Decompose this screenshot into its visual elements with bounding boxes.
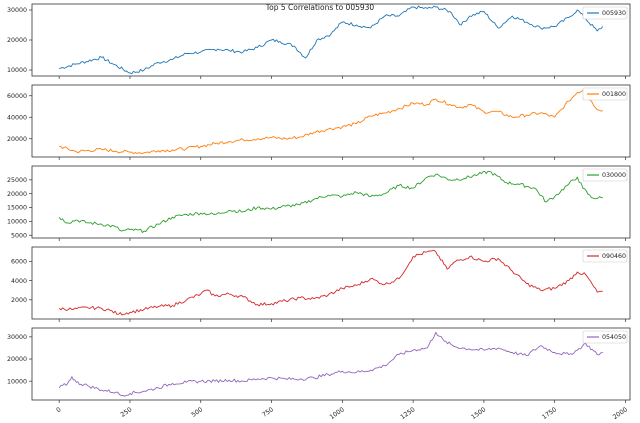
y-tick-label: 5000 [11,232,27,239]
series-line-054050 [58,331,603,397]
x-tick-label: 750 [261,406,275,419]
y-tick-label: 10000 [7,67,27,74]
legend: 030000 [582,168,628,182]
y-tick-label: 2000 [11,297,27,304]
y-tick-label: 30000 [7,334,27,341]
x-tick-label: 250 [120,406,134,419]
x-tick-label: 1000 [329,406,346,421]
y-tick-label: 25000 [7,177,27,184]
y-tick-label: 15000 [7,205,27,212]
series-line-030000 [58,170,603,233]
y-tick-label: 20000 [7,191,27,198]
legend-label: 030000 [602,172,626,179]
legend-label: 001800 [602,91,626,98]
legend: 090460 [582,249,628,263]
shared-x-axis: 0 250 500 750 1000 1250 1500 1750 2000 [55,406,629,421]
plot-frame [31,246,631,320]
y-tick-label: 20000 [7,37,27,44]
legend-box [582,168,628,182]
y-tick-label: 10000 [7,378,27,385]
plot-frame [31,165,631,239]
x-tick-label: 2000 [612,406,629,421]
y-tick-label: 20000 [7,136,27,143]
y-tick-label: 40000 [7,114,27,121]
x-tick-label: 1500 [470,406,487,421]
legend-label: 054050 [602,334,626,341]
legend-box [582,87,628,101]
subplot-5: 10000 20000 30000 054050 [7,327,631,403]
series-line-005930 [59,5,604,75]
subplot-4: 2000 4000 6000 090460 [11,246,631,322]
legend: 005930 [582,6,628,20]
figure-title: Top 5 Correlations to 005930 [265,3,375,12]
x-tick-label: 1750 [541,406,558,421]
subplot-1: 10000 20000 30000 005930 [7,3,631,79]
legend: 054050 [582,330,628,344]
series-line-090460 [58,249,603,316]
plot-frame [31,327,631,401]
legend-box [582,249,628,263]
plot-frame [31,84,631,158]
y-tick-label: 60000 [7,93,27,100]
plot-frame [31,3,631,77]
series-line-001800 [59,89,603,155]
y-tick-label: 10000 [7,219,27,226]
legend-label: 005930 [602,10,626,17]
legend: 001800 [582,87,628,101]
y-tick-label: 30000 [7,7,27,14]
y-tick-label: 6000 [11,259,27,266]
subplot-3: 5000 10000 15000 20000 25000 030000 [7,165,631,241]
subplot-2: 20000 40000 60000 001800 [7,84,631,160]
y-tick-label: 20000 [7,356,27,363]
legend-box [582,6,628,20]
x-tick-label: 1250 [399,406,416,421]
y-tick-label: 4000 [11,278,27,285]
legend-label: 090460 [602,253,626,260]
x-tick-label: 0 [55,406,62,414]
x-tick-label: 500 [190,406,204,419]
legend-box [582,330,628,344]
